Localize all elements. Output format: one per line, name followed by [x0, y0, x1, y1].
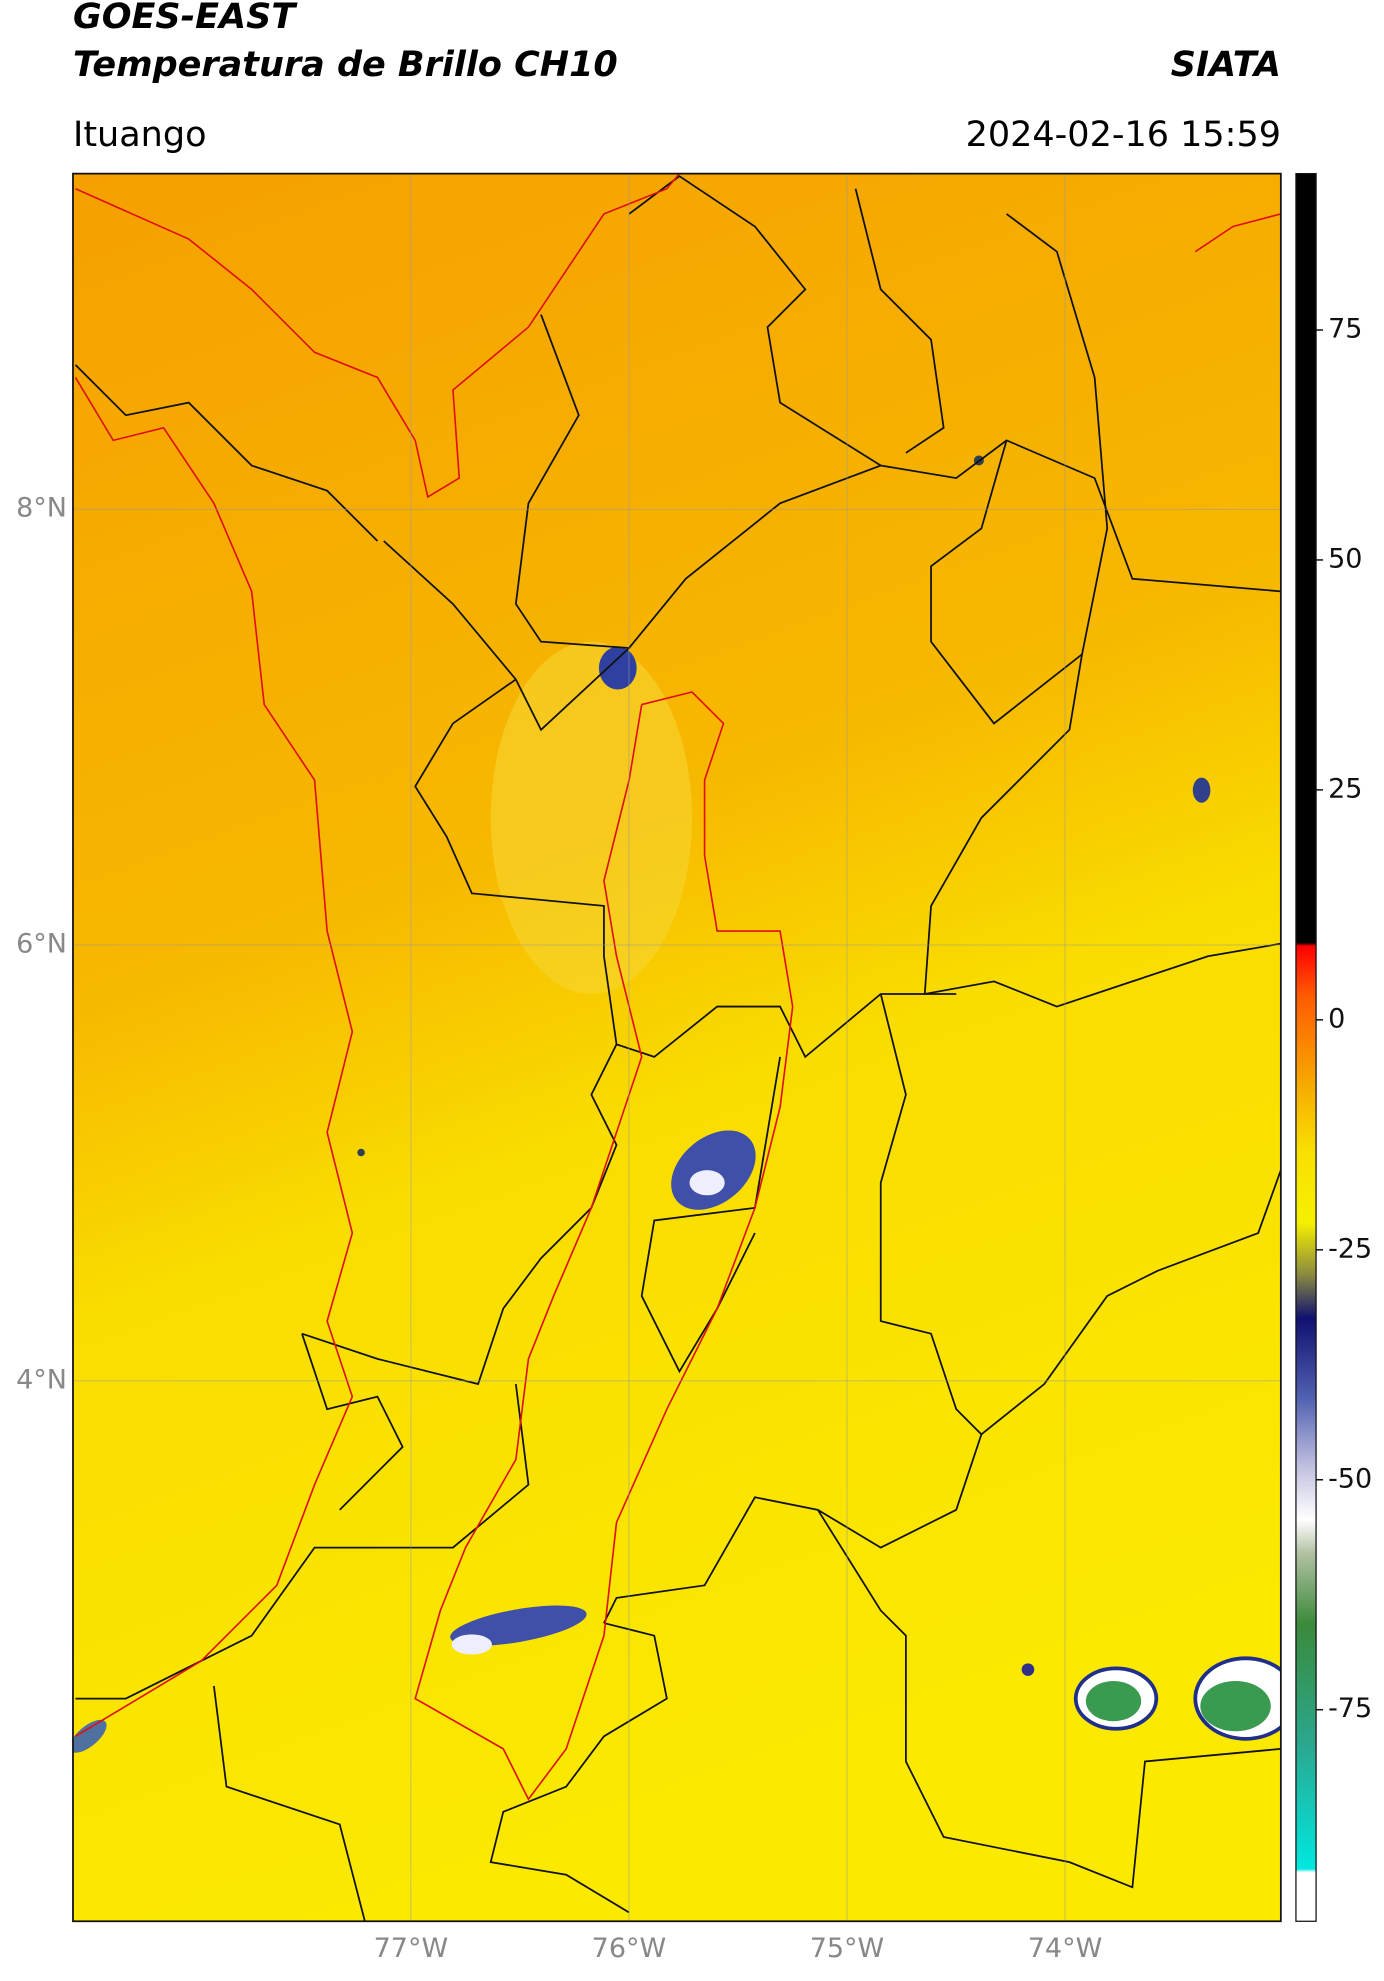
grid [72, 173, 1281, 1922]
map-field [72, 173, 1281, 1922]
map-frame [72, 172, 1282, 1923]
map [72, 172, 1317, 1923]
title-line2: Temperatura de Brillo CH10 [73, 45, 618, 85]
source: SIATA [1171, 45, 1281, 85]
colorbar-tick-label: 75 [1328, 313, 1362, 344]
colorbar-tick-label: -75 [1328, 1693, 1372, 1724]
colorbar-tick-label: 0 [1328, 1003, 1345, 1034]
warm-patch [490, 641, 693, 994]
cloud-cells [72, 455, 1281, 1753]
colorbar-tick-label: -25 [1328, 1233, 1372, 1264]
lon-tick-label: 77°W [374, 1933, 449, 1964]
title-line1: GOES-EAST [73, 0, 298, 37]
lon-tick-label: 76°W [592, 1933, 667, 1964]
coastline-and-region [74, 173, 1281, 1801]
lat-tick-label: 6°N [16, 929, 67, 960]
lon-tick-label: 75°W [810, 1933, 885, 1964]
colorbar-tick-label: -50 [1328, 1463, 1372, 1494]
colorbar [1295, 173, 1317, 1922]
location: Ituango [73, 115, 207, 155]
colorbar-tick-label: 50 [1328, 543, 1362, 574]
boundaries [74, 175, 1281, 1922]
lat-tick-label: 4°N [16, 1364, 67, 1395]
timestamp: 2024-02-16 15:59 [966, 115, 1281, 155]
lon-tick-label: 74°W [1028, 1933, 1103, 1964]
lat-tick-label: 8°N [16, 493, 67, 524]
colorbar-tick-label: 25 [1328, 773, 1362, 804]
